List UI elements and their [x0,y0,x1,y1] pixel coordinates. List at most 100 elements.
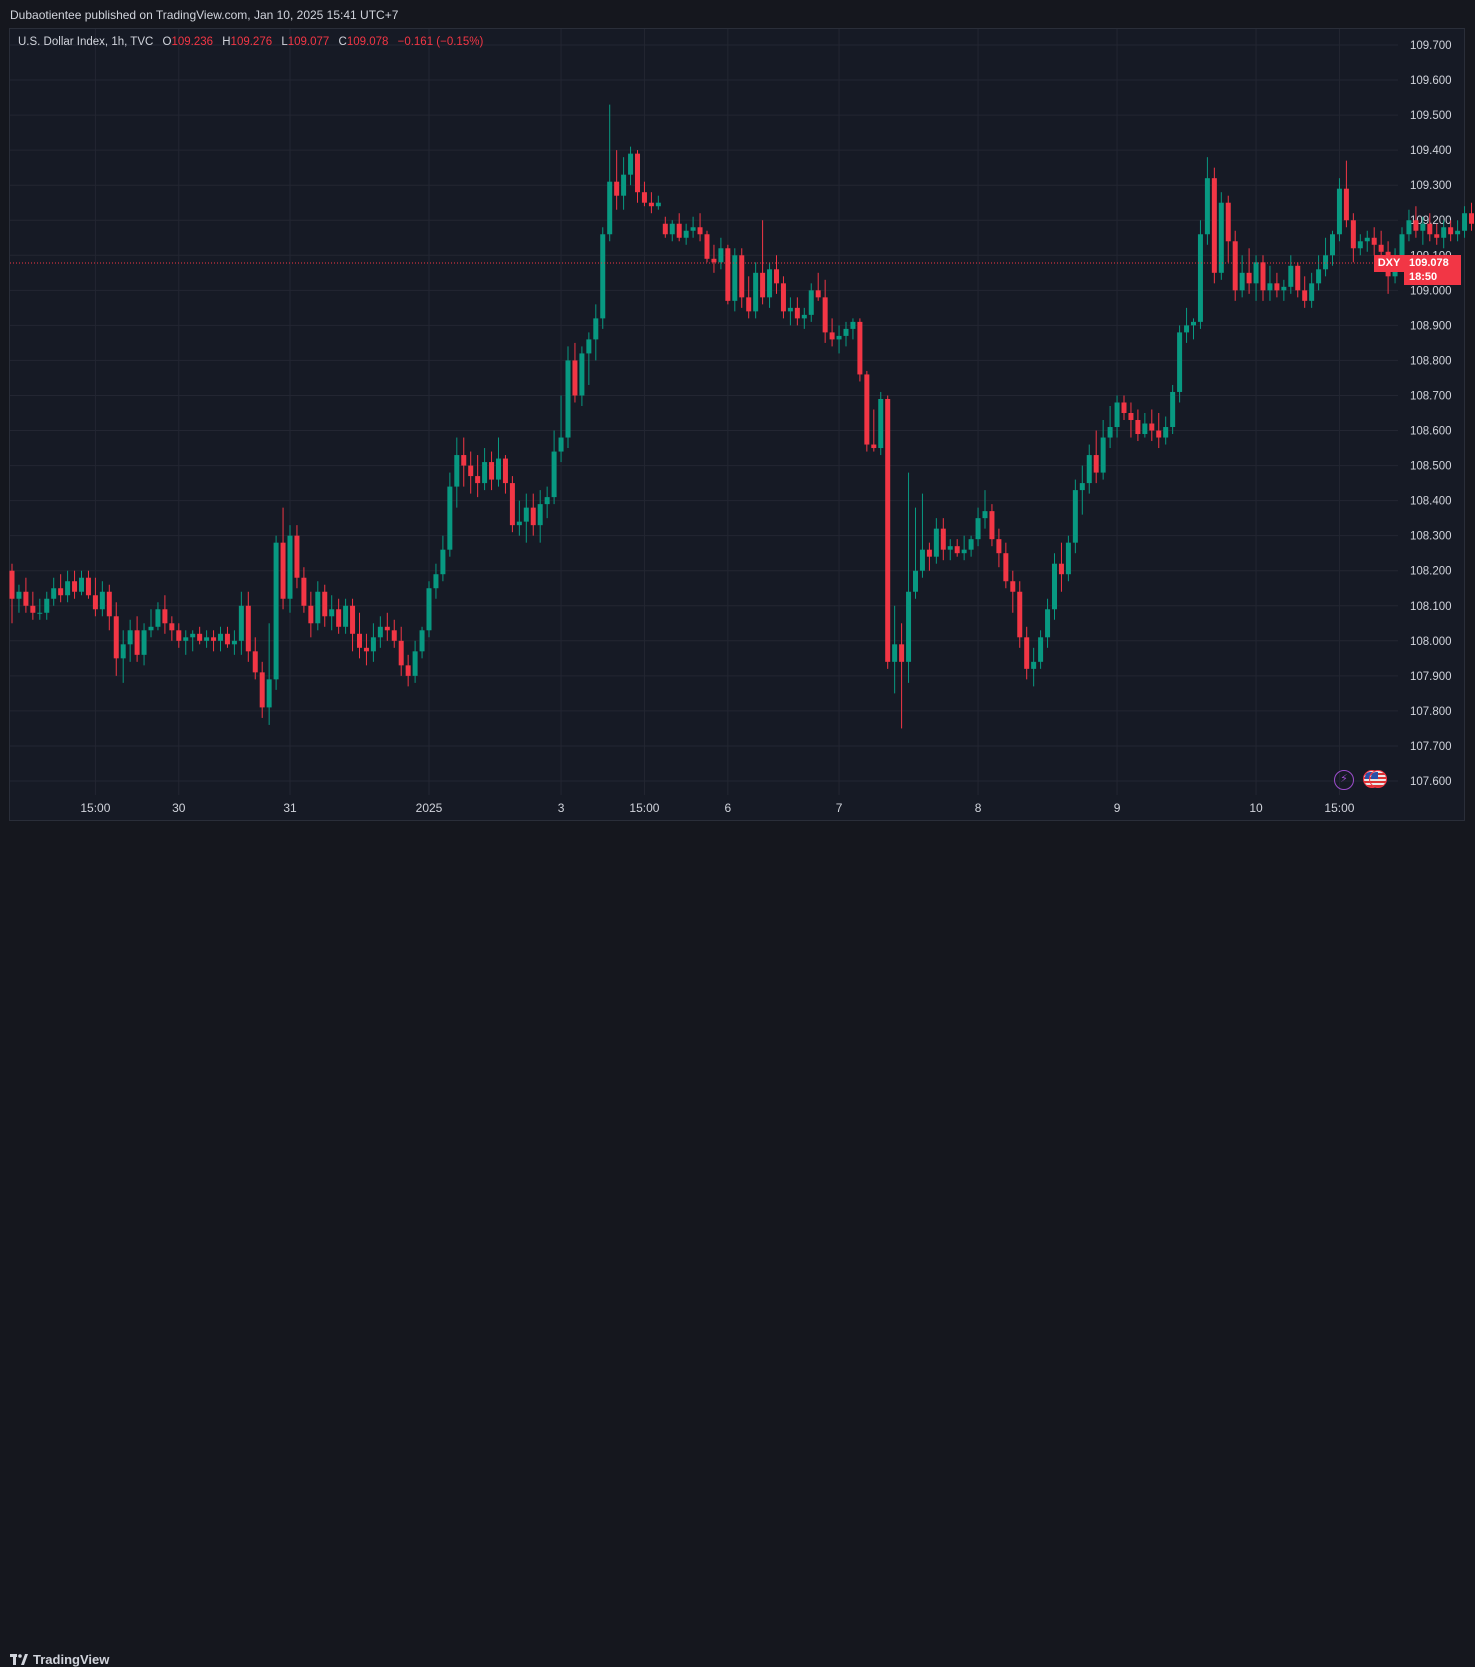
lightning-icon[interactable]: ⚡ [1334,770,1354,790]
candle [1226,196,1231,263]
candle [969,536,974,557]
candle [1149,409,1154,441]
candle [1212,168,1217,284]
price-tick-label: 108.600 [1410,426,1452,438]
candle [246,592,251,662]
candle [461,438,466,487]
time-tick-label: 10 [1249,801,1263,815]
candle [579,346,584,406]
candle [677,213,682,241]
candle [621,157,626,210]
candle [86,571,91,599]
candle [155,602,160,630]
candle [1455,220,1460,241]
candle [329,595,334,630]
candle [830,318,835,346]
price-tick-label: 108.300 [1410,531,1452,543]
candle [1170,385,1175,434]
candle [628,147,633,186]
candle [781,276,786,318]
candle [1038,630,1043,669]
tradingview-logo[interactable]: TradingView [10,1652,109,1667]
candle [30,592,35,620]
candle [614,150,619,210]
candle [1073,480,1078,554]
candle [253,637,258,679]
candle [892,606,897,694]
candle [517,501,522,536]
high-label: H [222,36,230,48]
candle [399,627,404,676]
candle [288,525,293,613]
candle [420,627,425,659]
price-tick-label: 107.600 [1410,776,1452,788]
candle [600,227,605,329]
candle [1003,543,1008,589]
candle [531,494,536,536]
candle [837,325,842,353]
candle [135,616,140,662]
candle [1462,206,1467,238]
candle [711,245,716,273]
candle [1163,417,1168,445]
candle [44,592,49,620]
candle [1295,262,1300,297]
candle [93,578,98,617]
price-tick-label: 108.200 [1410,566,1452,578]
candle [16,585,21,613]
change-value: −0.161 (−0.15%) [398,36,484,48]
candle [906,473,911,683]
time-tick-label: 3 [558,801,565,815]
price-tick-label: 109.300 [1410,180,1452,192]
candle [934,518,939,564]
price-tick-label: 108.800 [1410,355,1452,367]
candle [607,105,612,242]
candle [413,641,418,683]
candle [308,592,313,638]
candle [1010,571,1015,613]
candle [1267,266,1272,301]
price-tick-label: 107.700 [1410,741,1452,753]
candle [176,623,181,648]
candle [739,248,744,308]
candle [1052,553,1057,620]
low-value: 109.077 [288,36,330,48]
bar-countdown: 18:50 [1409,270,1461,284]
price-tick-label: 108.900 [1410,320,1452,332]
candle [1059,543,1064,592]
candle [788,297,793,325]
candle [1080,466,1085,515]
candle [545,487,550,519]
candles [10,105,1475,729]
candle [955,539,960,557]
close-value: 109.078 [347,36,389,48]
candle [635,150,640,203]
symbol-price-tag: DXY [1374,255,1404,272]
candle [559,395,564,462]
candle [350,599,355,652]
us-flag-icon[interactable] [1363,770,1387,790]
candle [433,564,438,599]
candle [809,283,814,322]
symbol-legend: U.S. Dollar Index, 1h, TVC O109.236 H109… [18,36,483,48]
last-price-tag: 109.078 18:50 [1404,255,1461,285]
candle [1413,206,1418,238]
price-tick-label: 108.400 [1410,496,1452,508]
time-tick-label: 2025 [416,801,443,815]
time-tick-label: 30 [172,801,186,815]
candle [1115,395,1120,437]
candlestick-chart[interactable]: 109.700109.600109.500109.400109.300109.2… [0,0,1475,857]
candle [371,623,376,662]
candle [1191,318,1196,339]
candle [65,571,70,603]
candle [10,564,15,624]
time-tick-label: 15:00 [80,801,110,815]
price-tick-label: 108.100 [1410,601,1452,613]
candle [996,529,1001,568]
price-tick-label: 107.800 [1410,706,1452,718]
candle [1219,192,1224,280]
candle [1288,255,1293,294]
footer-bar: TradingView [0,821,1475,857]
candle [510,476,515,532]
candle [142,623,147,665]
